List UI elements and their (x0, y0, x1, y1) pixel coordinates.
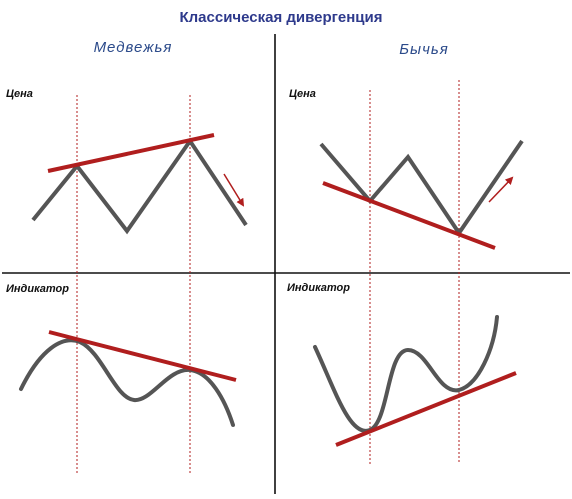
bearish-down-arrow (223, 173, 245, 207)
bearish-indicator-curve (19, 338, 235, 427)
bullish-price-trendline (322, 181, 496, 250)
bearish-price-trendline (47, 133, 215, 173)
bullish-price-curve (319, 139, 524, 237)
page-title: Классическая дивергенция (179, 9, 382, 26)
bullish-indicator-curve (313, 315, 499, 433)
bearish-indicator-label: Индикатор (6, 283, 69, 295)
bullish-price-label: Цена (289, 88, 316, 100)
bullish-indicator-trendline (335, 371, 517, 447)
bullish-up-arrow (488, 176, 514, 203)
bearish-heading: Медвежья (94, 39, 173, 56)
bullish-heading: Бычья (399, 41, 448, 58)
bullish-indicator-label: Индикатор (287, 282, 350, 294)
bearish-price-curve (31, 137, 248, 235)
bearish-price-label: Цена (6, 88, 33, 100)
guide-lines (76, 80, 460, 474)
bearish-indicator-trendline (48, 330, 237, 382)
